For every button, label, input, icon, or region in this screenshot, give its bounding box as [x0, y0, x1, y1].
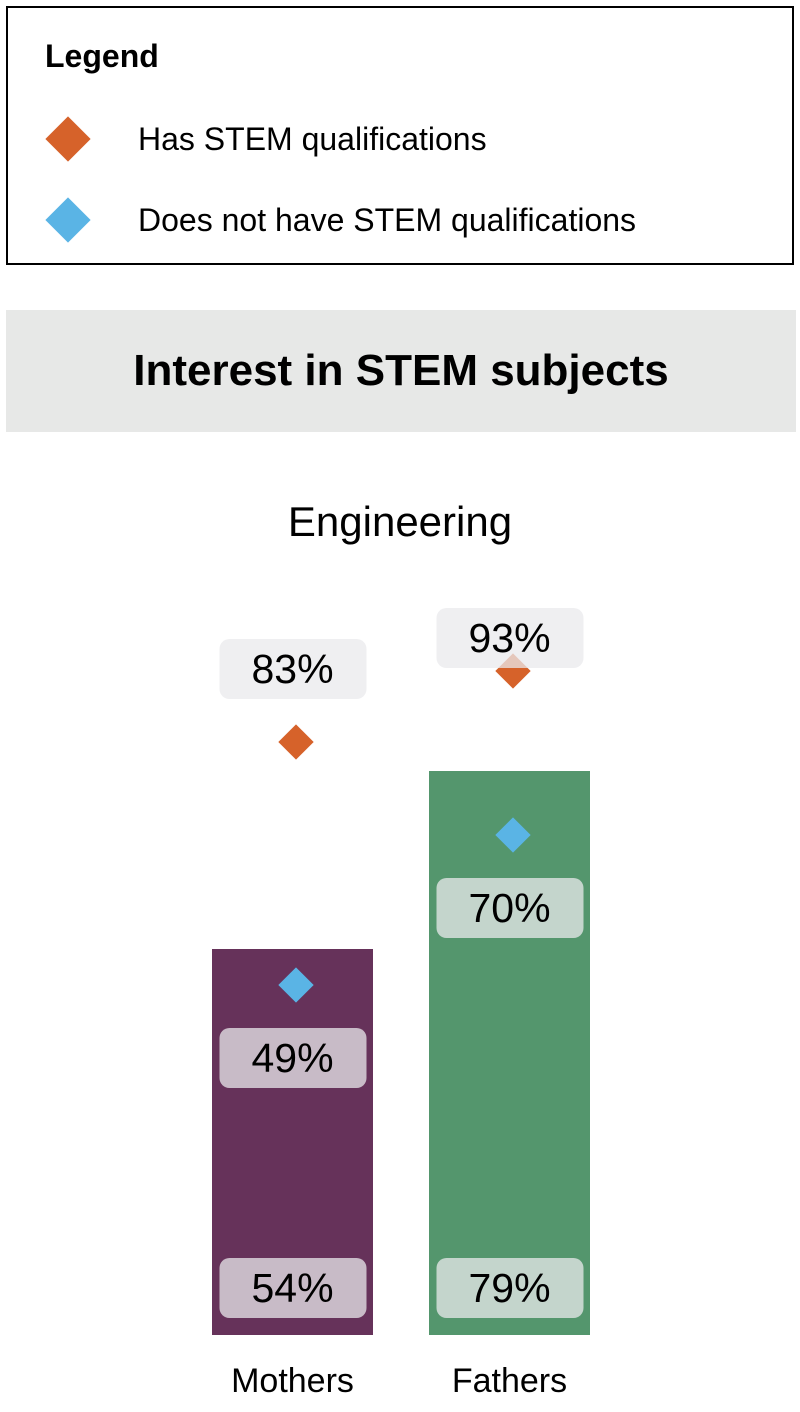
category-label: Mothers — [231, 1362, 354, 1400]
legend-item-no-stem: Does not have STEM qualifications — [45, 197, 637, 243]
legend-label: Has STEM qualifications — [138, 120, 487, 157]
legend-item-has-stem: Has STEM qualifications — [45, 116, 487, 162]
orange-diamond-icon — [45, 116, 91, 162]
bar-value-label: 79% — [436, 1258, 583, 1318]
bar-value-label: 54% — [219, 1258, 366, 1318]
bar-fathers — [429, 770, 590, 1335]
data-label: 70% — [436, 878, 583, 939]
diamond-marker — [278, 724, 314, 761]
legend: Legend Has STEM qualifications Does not … — [6, 6, 794, 265]
legend-label: Does not have STEM qualifications — [138, 201, 637, 238]
data-label: 83% — [219, 639, 366, 700]
data-label: 49% — [219, 1028, 366, 1089]
chart-title: Engineering — [287, 498, 513, 545]
section-header: Interest in STEM subjects — [6, 310, 796, 432]
category-label: Fathers — [451, 1362, 568, 1400]
data-label: 93% — [436, 608, 583, 668]
legend-title: Legend — [45, 38, 159, 74]
blue-diamond-icon — [45, 197, 91, 243]
